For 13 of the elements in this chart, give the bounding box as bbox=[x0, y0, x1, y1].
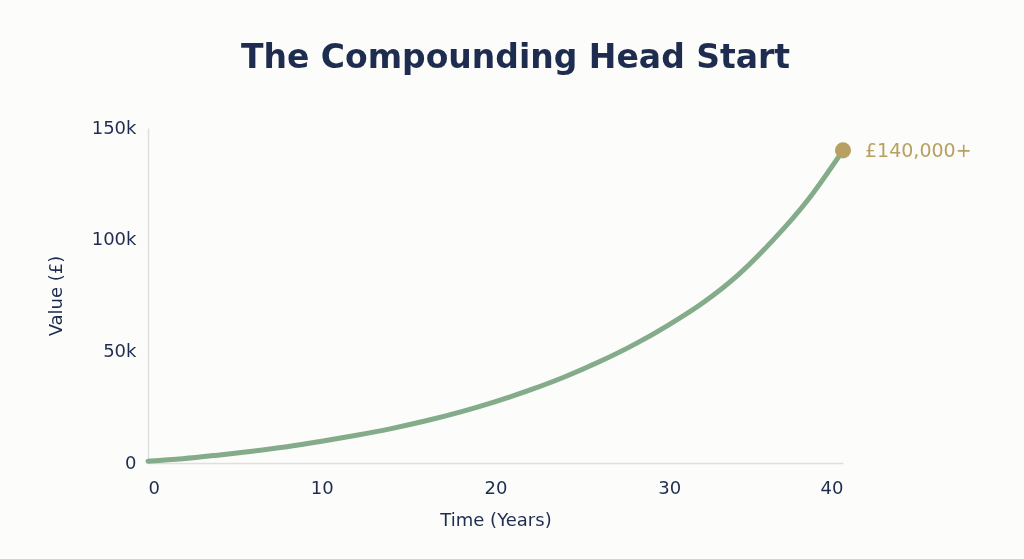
y-axis-title: Value (£) bbox=[44, 255, 66, 337]
x-tick-label: 10 bbox=[310, 476, 334, 498]
x-tick-label: 30 bbox=[658, 476, 682, 498]
x-tick-label: 0 bbox=[148, 476, 160, 498]
y-tick-label: 50k bbox=[103, 339, 138, 361]
y-tick-label: 0 bbox=[125, 451, 137, 473]
chart-title: The Compounding Head Start bbox=[240, 37, 791, 76]
data-label: £140,000+ bbox=[865, 139, 972, 162]
y-tick-label: 150k bbox=[91, 116, 138, 138]
x-axis-title: Time (Years) bbox=[439, 508, 552, 530]
x-tick-label: 40 bbox=[820, 476, 844, 498]
y-tick-label: 100k bbox=[91, 228, 138, 250]
x-tick-label: 20 bbox=[484, 476, 508, 498]
